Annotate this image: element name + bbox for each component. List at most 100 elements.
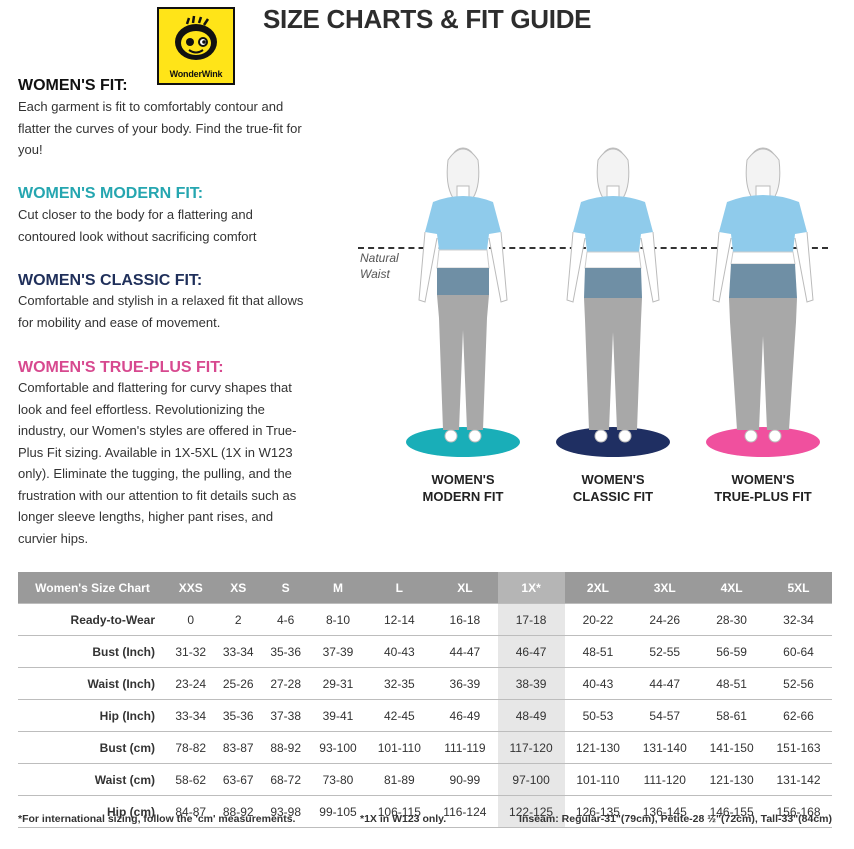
trueplus-fit-label-line1: WOMEN'S [731,472,795,487]
classic-fit-label: WOMEN'S CLASSIC FIT [543,471,683,505]
table-cell: 146-155 [698,795,766,828]
womens-fit-desc: Each garment is fit to comfortably conto… [18,99,302,157]
table-cell: 56-59 [698,635,766,668]
table-cell: 52-56 [765,667,832,700]
table-cell: 90-99 [432,763,498,796]
table-cell: 35-36 [214,699,262,732]
table-cell: 52-55 [631,635,699,668]
table-cell: 24-26 [631,603,699,636]
table-cell: 46-47 [497,635,565,668]
classic-fit-desc: Comfortable and stylish in a relaxed fit… [18,293,304,330]
table-row: Waist (Inch) 23-24 25-26 27-28 29-31 32-35 36-… [18,667,832,700]
table-cell: 44-47 [631,667,699,700]
trueplus-fit-heading: WOMEN'S TRUE-PLUS FIT: [18,359,224,376]
table-cell: 16-18 [432,603,498,636]
trueplus-fit-label: WOMEN'S TRUE-PLUS FIT [693,471,833,505]
trueplus-fit-figure [706,147,820,457]
womens-fit-heading: WOMEN'S FIT: [18,77,128,94]
table-cell: 111-119 [432,731,498,764]
classic-fit-label-line2: CLASSIC FIT [572,489,654,504]
row-label: Bust (cm) [18,731,167,764]
classic-fit-heading: WOMEN'S CLASSIC FIT: [18,272,203,289]
table-cell: 0 [167,603,215,636]
onex-note: *1X in W123 only. [360,813,447,825]
table-cell: 28-30 [698,603,766,636]
table-cell: 54-57 [631,699,699,732]
table-cell: 58-62 [167,763,215,796]
table-cell: 48-49 [497,699,565,732]
classic-fit-label-line1: WOMEN'S [581,472,645,487]
mascot-icon [175,15,217,60]
table-cell: 93-98 [261,795,310,828]
table-row: Waist (cm) 58-62 63-67 68-72 73-80 81-89 90-99… [18,763,832,796]
header-cell: 5XL [765,572,832,604]
table-cell: 156-168 [765,795,832,828]
table-cell: 131-142 [765,763,832,796]
header-cell: Women's Size Chart [18,572,167,604]
table-cell: 33-34 [214,635,262,668]
size-chart-header-row: Women's Size Chart XXS XS S M L XL 1X* 2… [18,572,832,604]
table-cell: 73-80 [309,763,367,796]
logo-text: WonderWink [169,69,223,79]
header-cell: 1X* [497,572,565,604]
header-cell: 2XL [564,572,632,604]
table-cell: 106-115 [366,795,433,828]
table-cell: 40-43 [366,635,433,668]
inseam-note: Inseam: Regular-31"(79cm), Petite-28 ½"(… [519,813,832,825]
table-cell: 68-72 [261,763,310,796]
table-cell: 111-120 [631,763,699,796]
table-cell: 131-140 [631,731,699,764]
table-cell: 8-10 [309,603,367,636]
trueplus-fit-label-line2: TRUE-PLUS FIT [714,489,812,504]
modern-fit-label-line2: MODERN FIT [422,489,504,504]
classic-fit-figure [556,147,670,457]
table-cell: 2 [214,603,262,636]
table-cell: 25-26 [214,667,262,700]
table-row: Hip (cm) 84-87 88-92 93-98 99-105 106-115 116-… [18,795,832,828]
table-cell: 31-32 [167,635,215,668]
waist-label-line2: Waist [360,267,390,281]
header-cell: M [309,572,367,604]
table-cell: 4-6 [261,603,310,636]
table-cell: 62-66 [765,699,832,732]
header-cell: XL [432,572,498,604]
table-cell: 33-34 [167,699,215,732]
modern-fit-figure [406,147,520,457]
table-cell: 46-49 [432,699,498,732]
header-cell: 4XL [698,572,766,604]
table-cell: 44-47 [432,635,498,668]
table-cell: 151-163 [765,731,832,764]
table-cell: 84-87 [167,795,215,828]
table-cell: 97-100 [497,763,565,796]
table-cell: 29-31 [309,667,367,700]
page-title: SIZE CHARTS & FIT GUIDE [263,4,592,34]
row-label: Hip (cm) [18,795,167,828]
table-row: Bust (Inch) 31-32 33-34 35-36 37-39 40-43 44-4… [18,635,832,668]
table-cell: 20-22 [564,603,632,636]
table-cell: 39-41 [309,699,367,732]
table-cell: 32-34 [765,603,832,636]
row-label: Waist (Inch) [18,667,167,700]
table-cell: 50-53 [564,699,632,732]
header-cell: L [366,572,433,604]
table-cell: 42-45 [366,699,433,732]
table-cell: 32-35 [366,667,433,700]
table-cell: 48-51 [564,635,632,668]
header-cell: 3XL [631,572,699,604]
table-cell: 40-43 [564,667,632,700]
table-cell: 23-24 [167,667,215,700]
table-cell: 36-39 [432,667,498,700]
table-cell: 35-36 [261,635,310,668]
table-cell: 37-38 [261,699,310,732]
table-row: Hip (Inch) 33-34 35-36 37-38 39-41 42-45 46-49… [18,699,832,732]
table-cell: 101-110 [564,763,632,796]
table-cell: 122-125 [497,795,565,828]
fit-illustration: Natural Waist [355,130,835,510]
table-cell: 38-39 [497,667,565,700]
header-cell: XS [214,572,262,604]
table-cell: 93-100 [309,731,367,764]
wonderwink-logo: WonderWink [157,7,235,85]
table-cell: 117-120 [497,731,565,764]
table-cell: 58-61 [698,699,766,732]
table-cell: 116-124 [432,795,498,828]
